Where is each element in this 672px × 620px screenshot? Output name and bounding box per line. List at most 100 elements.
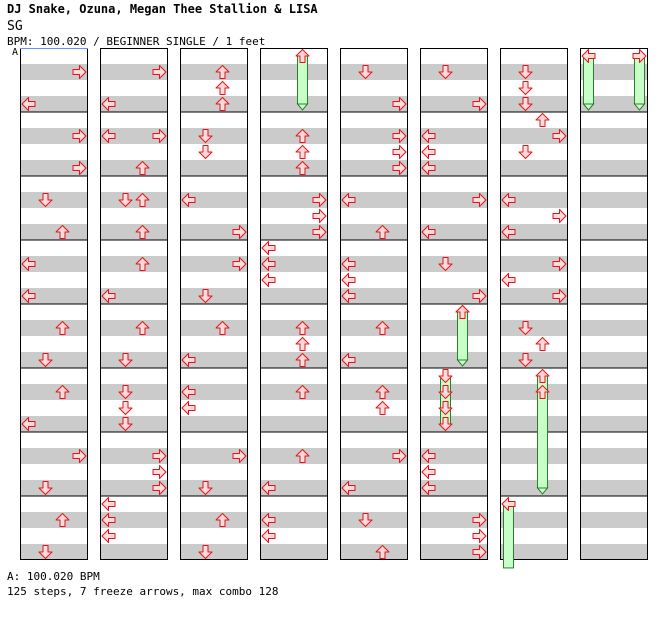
beat-band: [260, 160, 328, 176]
song-title: SG: [7, 19, 23, 34]
step-arrow-left: [421, 481, 436, 495]
beat-band: [20, 128, 88, 144]
beat-band: [420, 416, 488, 432]
beat-band: [100, 352, 168, 368]
beat-band: [340, 544, 408, 560]
step-arrow-down: [198, 289, 213, 303]
beat-band: [340, 192, 408, 208]
beat-band: [340, 128, 408, 144]
step-arrow-left: [341, 193, 356, 207]
step-arrow-left: [341, 353, 356, 367]
step-arrow-right: [552, 289, 567, 303]
beat-band: [180, 224, 248, 240]
step-arrow-left: [421, 225, 436, 239]
step-arrow-up: [295, 353, 310, 367]
beat-band: [260, 224, 328, 240]
step-arrow-up: [455, 305, 470, 319]
step-arrow-up: [135, 321, 150, 335]
beat-band: [340, 320, 408, 336]
step-arrow-down: [118, 401, 133, 415]
beat-band: [20, 160, 88, 176]
beat-band: [500, 448, 568, 464]
step-arrow-up: [55, 321, 70, 335]
chart-column-border: [100, 48, 168, 560]
beat-band: [100, 288, 168, 304]
step-arrow-left: [101, 513, 116, 527]
beat-band: [100, 480, 168, 496]
beat-band: [100, 256, 168, 272]
chart-column-border: [340, 48, 408, 560]
beat-band: [340, 352, 408, 368]
beat-band: [340, 160, 408, 176]
step-arrow-right: [392, 449, 407, 463]
step-arrow-down: [118, 193, 133, 207]
step-arrow-right: [472, 193, 487, 207]
beat-band: [20, 96, 88, 112]
step-arrow-right: [312, 225, 327, 239]
step-arrow-up: [535, 337, 550, 351]
freeze-tail: [633, 103, 646, 111]
step-arrow-up: [535, 113, 550, 127]
step-arrow-left: [101, 129, 116, 143]
freeze-body: [634, 55, 645, 105]
beat-band: [420, 320, 488, 336]
song-artist: DJ Snake, Ozuna, Megan Thee Stallion & L…: [7, 2, 318, 16]
beat-band: [180, 544, 248, 560]
step-arrow-left: [261, 481, 276, 495]
step-arrow-down: [198, 145, 213, 159]
beat-band: [260, 416, 328, 432]
beat-band: [100, 96, 168, 112]
beat-band: [20, 384, 88, 400]
step-arrow-up: [135, 225, 150, 239]
beat-band: [580, 544, 648, 560]
beat-band: [180, 320, 248, 336]
step-arrow-down: [118, 385, 133, 399]
beat-band: [260, 256, 328, 272]
beat-band: [420, 224, 488, 240]
bpm-legend: A: 100.020 BPM: [7, 570, 100, 583]
chart-info: BPM: 100.020 / BEGINNER SINGLE / 1 feet: [7, 35, 266, 48]
bpm-change-marker: A: [12, 47, 19, 58]
step-arrow-down: [38, 481, 53, 495]
step-arrow-left: [21, 257, 36, 271]
freeze-body: [440, 375, 451, 425]
step-arrow-up: [215, 65, 230, 79]
difficulty: BEGINNER SINGLE: [106, 35, 206, 48]
step-arrow-right: [72, 65, 87, 79]
beat-band: [180, 128, 248, 144]
step-arrow-right: [152, 65, 167, 79]
beat-band: [180, 160, 248, 176]
step-arrow-right: [72, 161, 87, 175]
step-arrow-down: [118, 353, 133, 367]
beat-band: [100, 320, 168, 336]
beat-band: [580, 96, 648, 112]
freeze-body: [503, 503, 514, 569]
beat-band: [100, 384, 168, 400]
step-arrow-right: [472, 289, 487, 303]
chart-column-border: [580, 48, 648, 560]
step-arrow-left: [421, 129, 436, 143]
step-arrow-down: [518, 321, 533, 335]
step-arrow-right: [72, 129, 87, 143]
step-arrow-left: [501, 225, 516, 239]
beat-band: [20, 288, 88, 304]
step-arrow-right: [552, 129, 567, 143]
step-arrow-up: [295, 449, 310, 463]
beat-band: [420, 288, 488, 304]
beat-band: [420, 544, 488, 560]
step-arrow-down: [198, 545, 213, 559]
step-arrow-right: [472, 97, 487, 111]
feet-rating: 1 feet: [225, 35, 266, 48]
beat-band: [580, 160, 648, 176]
step-arrow-right: [392, 161, 407, 175]
beat-band: [580, 64, 648, 80]
step-arrow-left: [21, 417, 36, 431]
step-arrow-down: [118, 417, 133, 431]
beat-band: [500, 128, 568, 144]
freeze-body: [583, 55, 594, 105]
step-arrow-left: [501, 273, 516, 287]
step-arrow-up: [375, 225, 390, 239]
step-arrow-right: [472, 529, 487, 543]
step-arrow-left: [341, 289, 356, 303]
step-arrow-down: [518, 81, 533, 95]
